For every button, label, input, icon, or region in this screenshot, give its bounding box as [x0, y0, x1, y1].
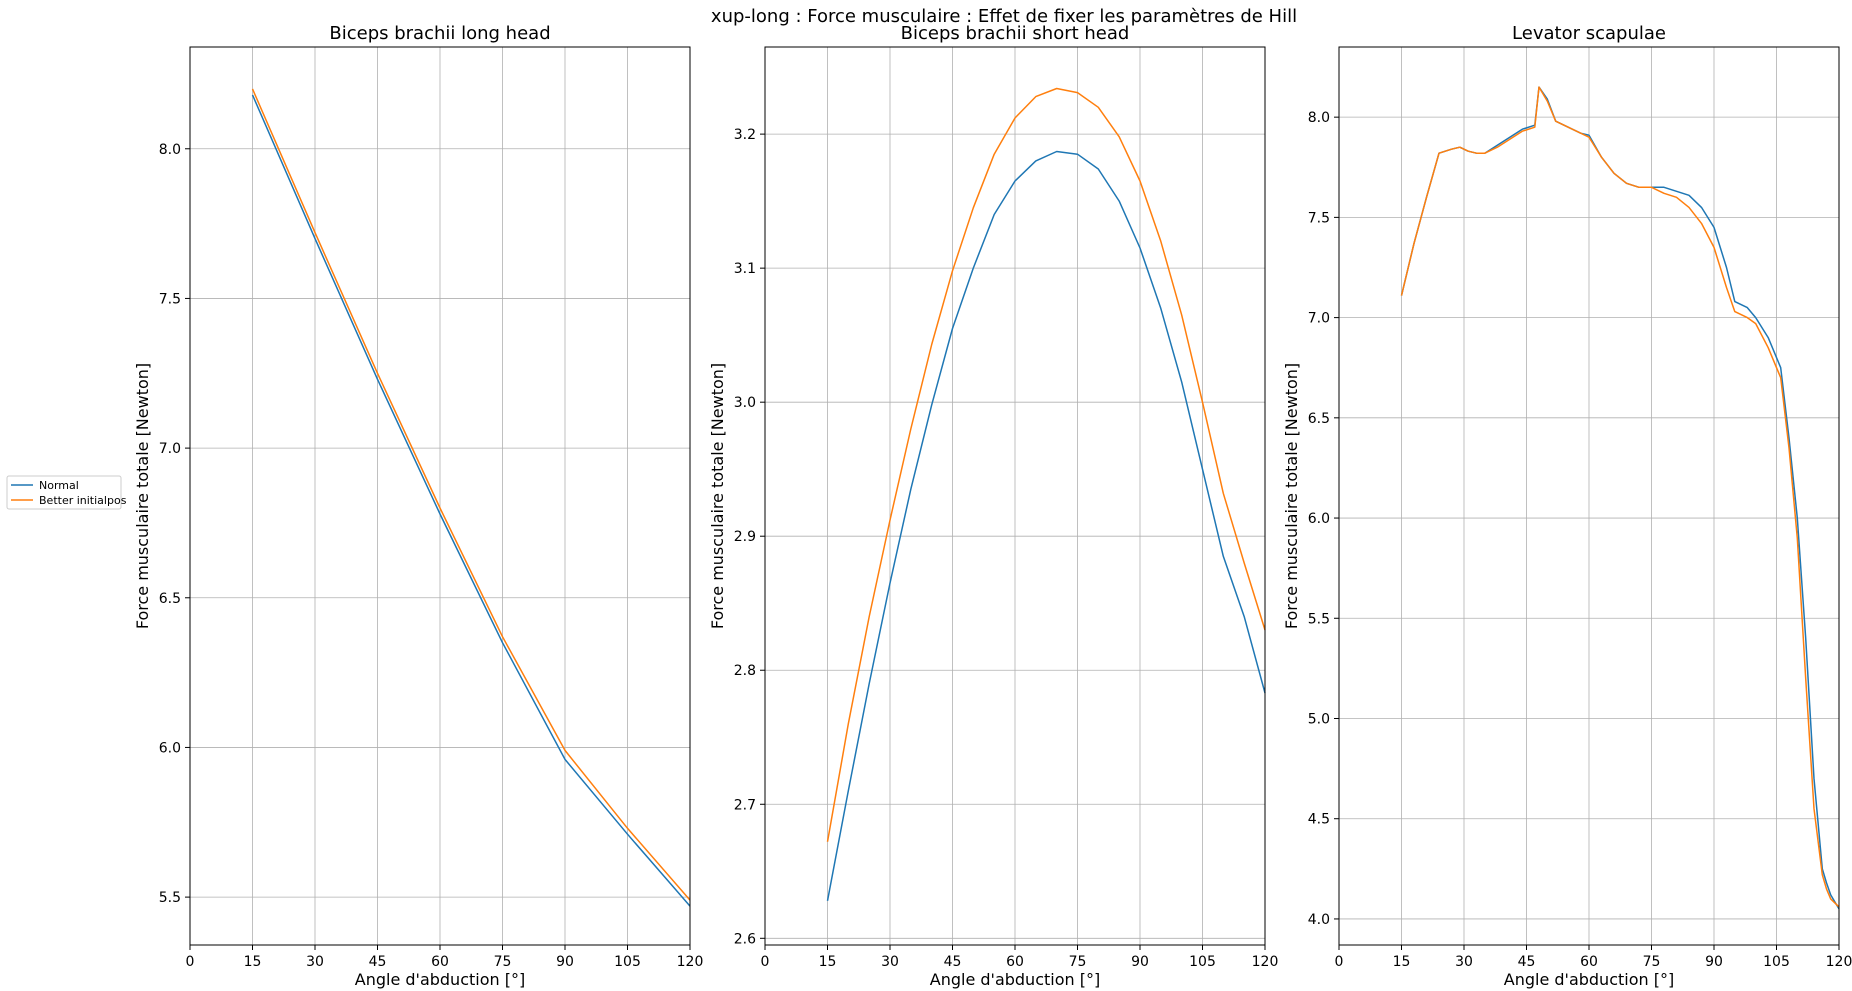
series-line-better-initialpos: [826, 87, 1266, 842]
legend-label-normal: Normal: [39, 479, 79, 492]
x-tick-label: 45: [369, 954, 387, 970]
x-tick-label: 105: [1189, 954, 1216, 970]
x-tick-label: 0: [1335, 954, 1344, 970]
y-axis-label: Force musculaire totale [Newton]: [708, 363, 727, 629]
x-axis-label: Angle d'abduction [°]: [355, 970, 525, 989]
y-tick-label: 8.0: [1308, 110, 1330, 126]
y-tick-label: 6.0: [1308, 511, 1330, 527]
y-tick-label: 5.5: [159, 890, 181, 906]
y-tick-label: 7.0: [159, 441, 181, 457]
chart-levator-scapulae: 0 15 30 45 60 75 90 105 120 4.0 4.5 5.0 5.5 6.0 6.5 7.0…: [1282, 23, 1852, 989]
legend: Normal Better initialpos: [6, 475, 127, 510]
x-tick-label: 30: [1455, 954, 1473, 970]
legend-label-better-initialpos: Better initialpos: [39, 494, 127, 507]
y-tick-label: 6.5: [1308, 411, 1330, 427]
series-line-better-initialpos: [1400, 86, 1840, 908]
y-tick-label: 3.1: [734, 261, 756, 277]
chart-biceps-long-head: 0 15 30 45 60 75 90 105 120 5.5 6.0 6.5 7.0 7.5 8.0 Bic…: [133, 23, 703, 989]
x-tick-label: 30: [306, 954, 324, 970]
y-tick-label: 7.0: [1308, 311, 1330, 327]
x-tick-label: 75: [1643, 954, 1661, 970]
y-tick-label: 3.0: [734, 395, 756, 411]
series-line-normal: [251, 94, 691, 907]
y-tick-label: 7.5: [159, 291, 181, 307]
x-tick-label: 60: [1006, 954, 1024, 970]
x-tick-label: 105: [1763, 954, 1790, 970]
y-tick-label: 6.5: [159, 591, 181, 607]
x-tick-label: 30: [881, 954, 899, 970]
x-tick-label: 15: [244, 954, 262, 970]
chart-biceps-short-head: 0 15 30 45 60 75 90 105 120 2.6 2.7 2.8 2.9 3.0 3.1 3.2…: [708, 23, 1278, 989]
x-tick-label: 120: [1826, 954, 1852, 970]
y-tick-label: 2.8: [734, 663, 756, 679]
x-tick-label: 75: [494, 954, 512, 970]
x-tick-label: 60: [431, 954, 449, 970]
x-tick-label: 15: [819, 954, 837, 970]
chart-title-biceps-long-head: Biceps brachii long head: [329, 23, 550, 44]
x-axis-label: Angle d'abduction [°]: [1504, 970, 1674, 989]
y-tick-label: 2.7: [734, 797, 756, 813]
x-tick-label: 90: [556, 954, 574, 970]
x-tick-label: 45: [1518, 954, 1536, 970]
x-tick-label: 105: [614, 954, 641, 970]
x-tick-label: 90: [1705, 954, 1723, 970]
y-tick-label: 5.0: [1308, 711, 1330, 727]
x-tick-label: 0: [761, 954, 770, 970]
x-tick-label: 0: [186, 954, 195, 970]
y-tick-label: 8.0: [159, 142, 181, 158]
x-tick-label: 60: [1580, 954, 1598, 970]
figure-suptitle: xup-long : Force musculaire : Effet de f…: [711, 6, 1297, 27]
y-tick-label: 4.0: [1308, 912, 1330, 928]
series-line-better-initialpos: [251, 88, 691, 901]
y-tick-label: 3.2: [734, 127, 756, 143]
x-tick-label: 15: [1393, 954, 1411, 970]
y-tick-label: 2.6: [734, 931, 756, 947]
chart-title-levator-scapulae: Levator scapulae: [1512, 23, 1666, 44]
x-tick-label: 90: [1131, 954, 1149, 970]
y-axis-label: Force musculaire totale [Newton]: [133, 363, 152, 629]
x-tick-label: 45: [944, 954, 962, 970]
y-tick-label: 6.0: [159, 740, 181, 756]
legend-box: [6, 475, 122, 510]
x-tick-label: 120: [1252, 954, 1279, 970]
x-axis-label: Angle d'abduction [°]: [930, 970, 1100, 989]
x-tick-label: 75: [1069, 954, 1087, 970]
y-tick-label: 5.5: [1308, 611, 1330, 627]
y-tick-label: 7.5: [1308, 210, 1330, 226]
series-line-normal: [826, 150, 1266, 901]
y-tick-label: 2.9: [734, 529, 756, 545]
y-tick-label: 4.5: [1308, 812, 1330, 828]
x-tick-label: 120: [677, 954, 704, 970]
chart-title-biceps-short-head: Biceps brachii short head: [901, 23, 1130, 44]
y-axis-label: Force musculaire totale [Newton]: [1282, 363, 1301, 629]
